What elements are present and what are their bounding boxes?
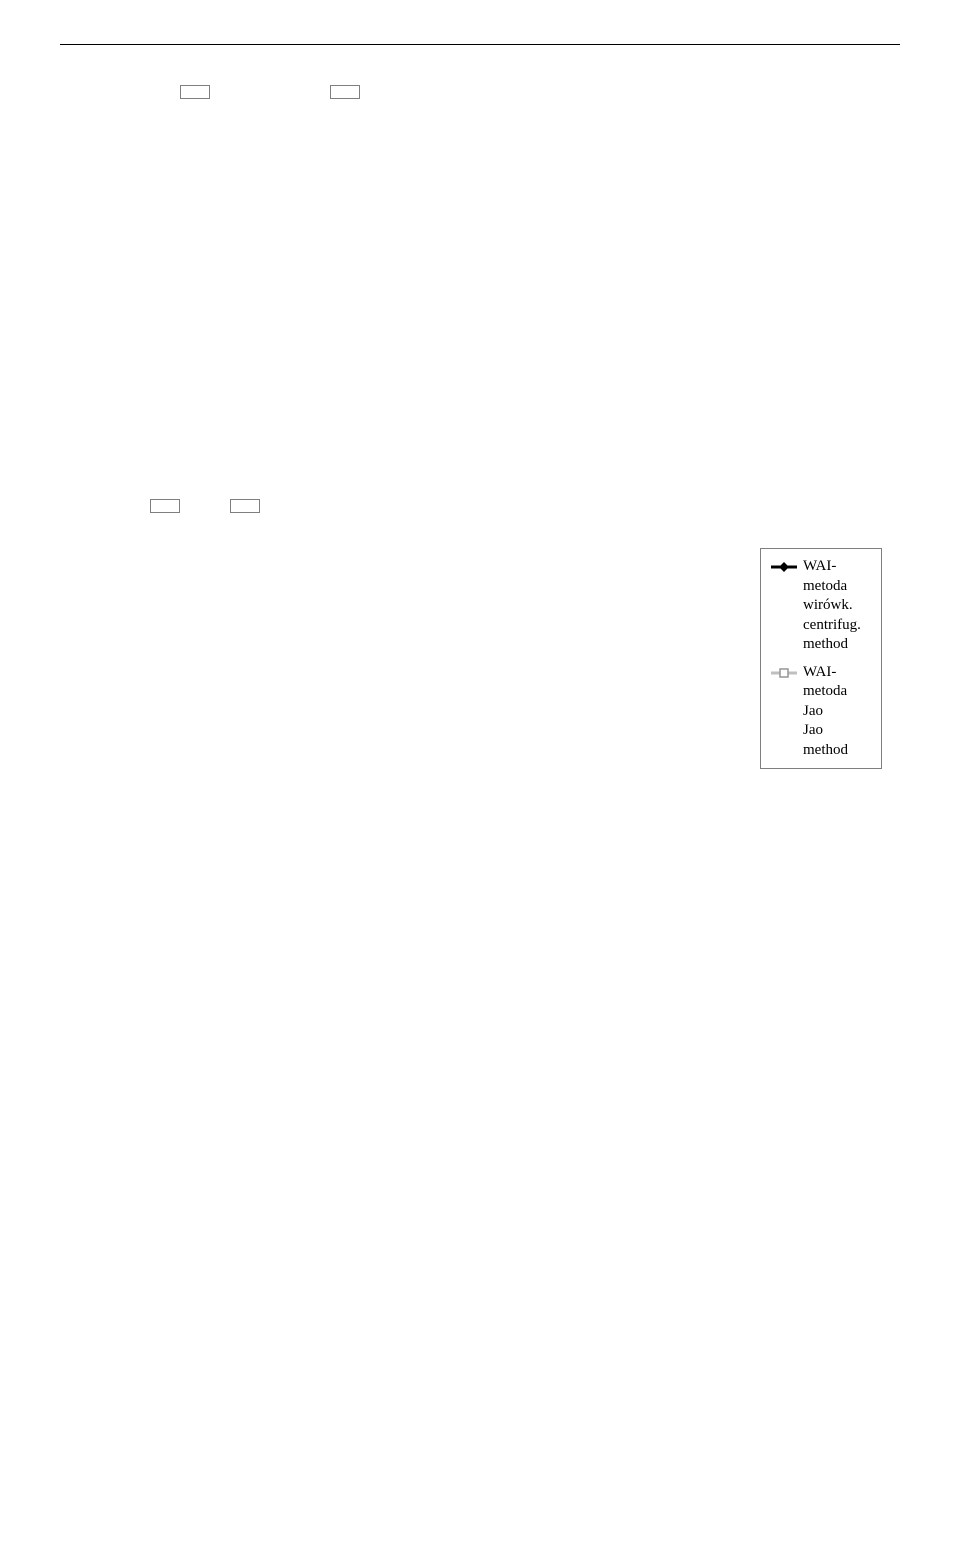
chart2-equation-row — [150, 499, 900, 513]
legend-item: WAI-metodaJaoJaomethod — [771, 663, 871, 761]
legend-label: WAI-metodawirówk.centrifug.method — [803, 557, 861, 655]
chart2-caption — [80, 883, 880, 903]
chart1-eq-right — [330, 85, 360, 99]
legend-label: WAI-metodaJaoJaomethod — [803, 663, 848, 761]
chart1-wrap — [60, 109, 900, 429]
chart2-svg — [60, 523, 760, 873]
chart2-eq-right — [230, 499, 260, 513]
legend-swatch-icon — [771, 666, 797, 680]
legend-swatch-icon — [771, 560, 797, 574]
header-rule — [60, 44, 900, 45]
chart1-svg — [60, 109, 880, 429]
chart1-equation-row — [180, 85, 900, 99]
chart2-legend: WAI-metodawirówk.centrifug.method WAI-me… — [760, 548, 882, 769]
chart1-eq-left — [180, 85, 210, 99]
chart1-caption — [100, 439, 860, 459]
chart2-wrap: WAI-metodawirówk.centrifug.method WAI-me… — [60, 523, 900, 873]
legend-item: WAI-metodawirówk.centrifug.method — [771, 557, 871, 655]
chart2-eq-left — [150, 499, 180, 513]
